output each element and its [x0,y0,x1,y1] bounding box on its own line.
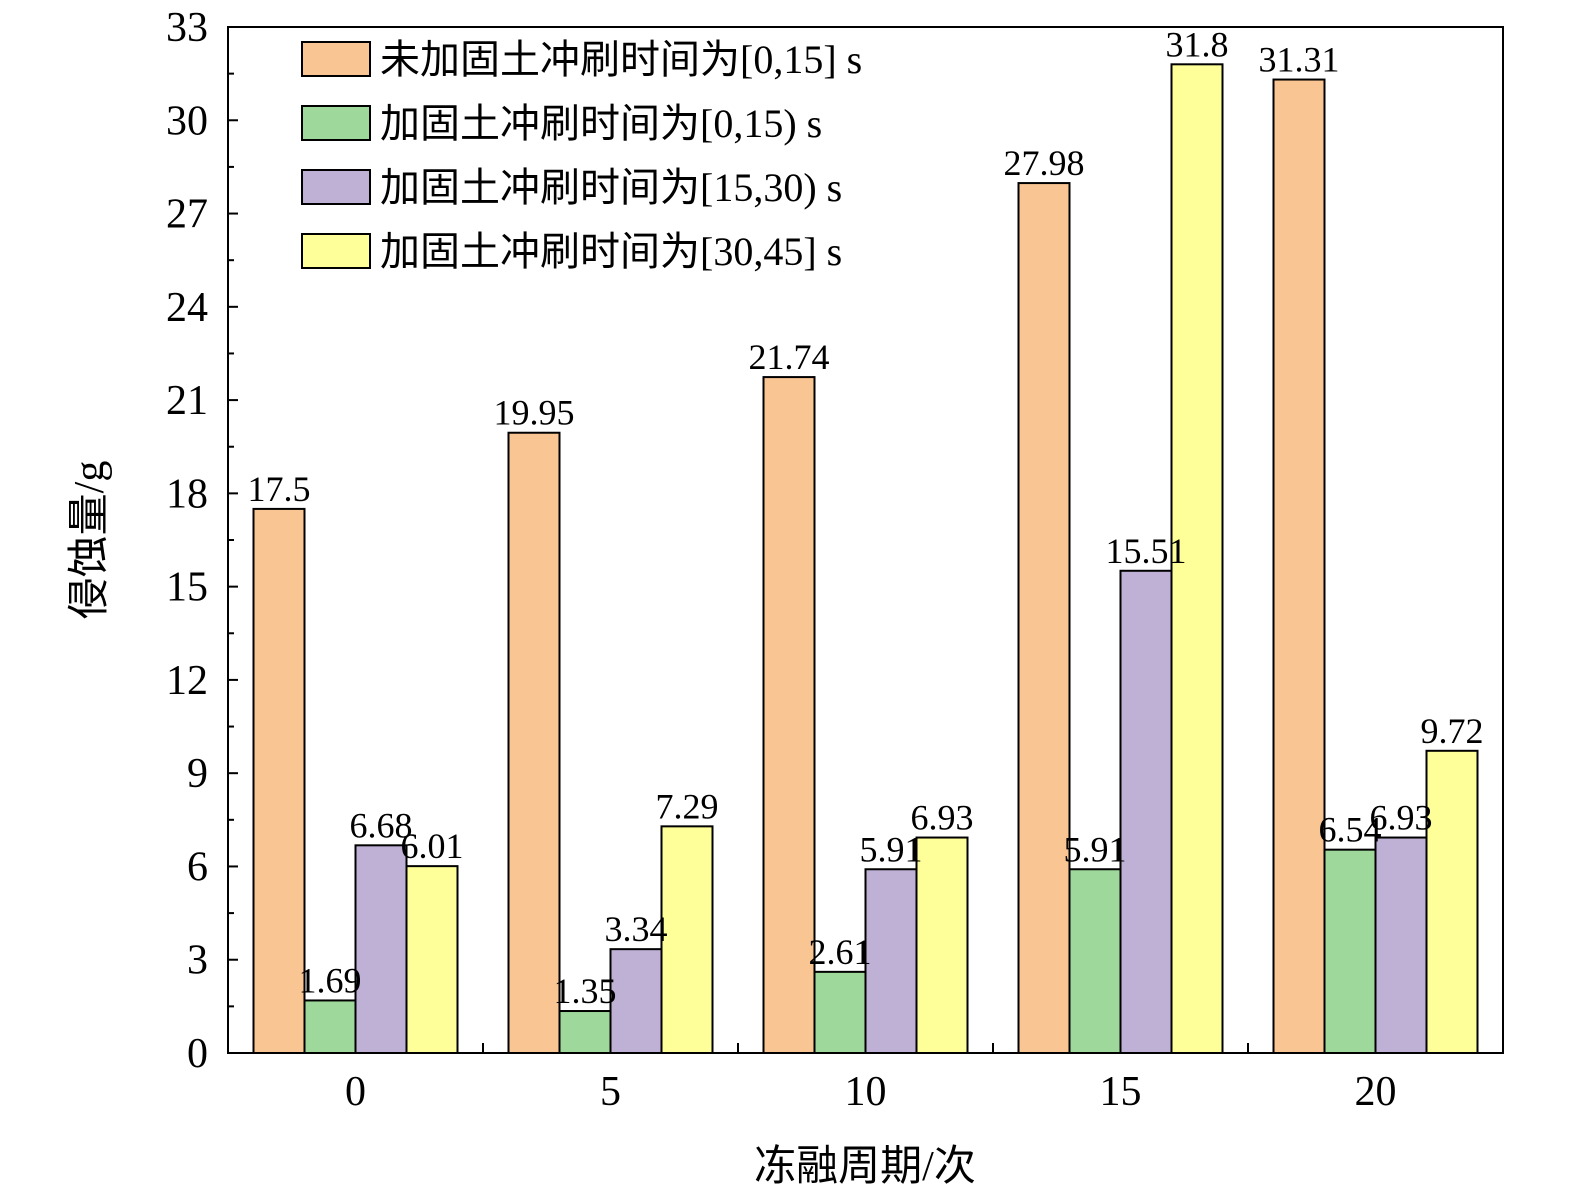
bar [507,431,561,1054]
bar [1323,848,1377,1055]
bar-data-labels: 17.5 19.95 21.74 27.98 31.31 1.69 1.35 2.61 5.91… [248,24,1484,1011]
bar-data-label: 1.35 [554,971,617,1011]
y-tick-label: 21 [166,378,208,424]
bar-data-label: 7.29 [656,786,719,826]
legend: 未加固土冲刷时间为[0,15] s 加固土冲刷时间为[0,15) s 加固土冲刷时间… [301,37,862,274]
bar [609,948,663,1055]
bar [303,999,357,1054]
bar [405,865,459,1054]
bar-data-label: 6.93 [1370,798,1433,838]
x-tick-label: 15 [1100,1069,1142,1115]
plot-frame [227,26,1504,1054]
legend-label: 加固土冲刷时间为[30,45] s [380,229,842,274]
y-tick-label: 33 [166,5,208,51]
bar-data-label: 2.61 [809,932,872,972]
bar [1170,63,1224,1055]
legend-label: 加固土冲刷时间为[0,15) s [380,101,822,146]
legend-label: 加固土冲刷时间为[15,30) s [380,165,842,210]
bar [354,844,408,1055]
y-tick-label: 0 [187,1031,208,1077]
bar [558,1010,612,1055]
bar-data-label: 9.72 [1421,711,1484,751]
bar-data-label: 19.95 [494,393,575,433]
y-tick-label: 27 [166,192,208,238]
y-tick-label: 12 [166,658,208,704]
legend-swatch [301,169,371,205]
x-axis: 0 5 10 15 20 [345,1043,1397,1115]
bar [1374,836,1428,1054]
x-axis-title: 冻融周期/次 [754,1143,976,1190]
y-axis: 0 3 6 9 12 15 18 21 24 27 30 33 [166,5,238,1077]
bar [1017,182,1071,1055]
legend-swatch [301,41,371,77]
x-tick-label: 0 [345,1069,366,1115]
bar [1068,868,1122,1055]
x-tick-label: 5 [600,1069,621,1115]
bars [252,63,1479,1055]
legend-swatch [301,233,371,269]
bar [1119,569,1173,1055]
bar-data-label: 5.91 [860,829,923,869]
bar [660,825,714,1055]
y-tick-label: 18 [166,471,208,517]
y-axis-title: 侵蚀量/g [67,461,113,620]
bar-data-label: 6.54 [1319,810,1382,850]
y-tick-label: 3 [187,938,208,984]
legend-label: 未加固土冲刷时间为[0,15] s [380,37,862,82]
bar-data-label: 1.69 [299,960,362,1000]
x-tick-label: 20 [1355,1069,1397,1115]
y-tick-label: 30 [166,98,208,144]
bar-data-label: 21.74 [749,337,830,377]
bar-data-label: 31.31 [1259,40,1340,80]
bar [1272,78,1326,1054]
bar [864,868,918,1055]
bar-data-label: 6.68 [350,805,413,845]
bar [813,970,867,1054]
y-tick-label: 24 [166,285,208,331]
bar-data-label: 27.98 [1004,143,1085,183]
bar-data-label: 15.51 [1106,531,1187,571]
legend-swatch [301,105,371,141]
bar-data-label: 3.34 [605,909,668,949]
y-tick-label: 15 [166,565,208,611]
bar-data-label: 17.5 [248,469,311,509]
y-tick-label: 9 [187,751,208,797]
bar [762,376,816,1055]
bar-data-label: 31.8 [1166,24,1229,64]
bar [252,507,306,1054]
bar-data-label: 6.01 [401,826,464,866]
bar-data-label: 6.93 [911,798,974,838]
bar [915,836,969,1054]
x-tick-label: 10 [845,1069,887,1115]
bar [1425,749,1479,1055]
bar-data-label: 5.91 [1064,829,1127,869]
y-tick-label: 6 [187,844,208,890]
